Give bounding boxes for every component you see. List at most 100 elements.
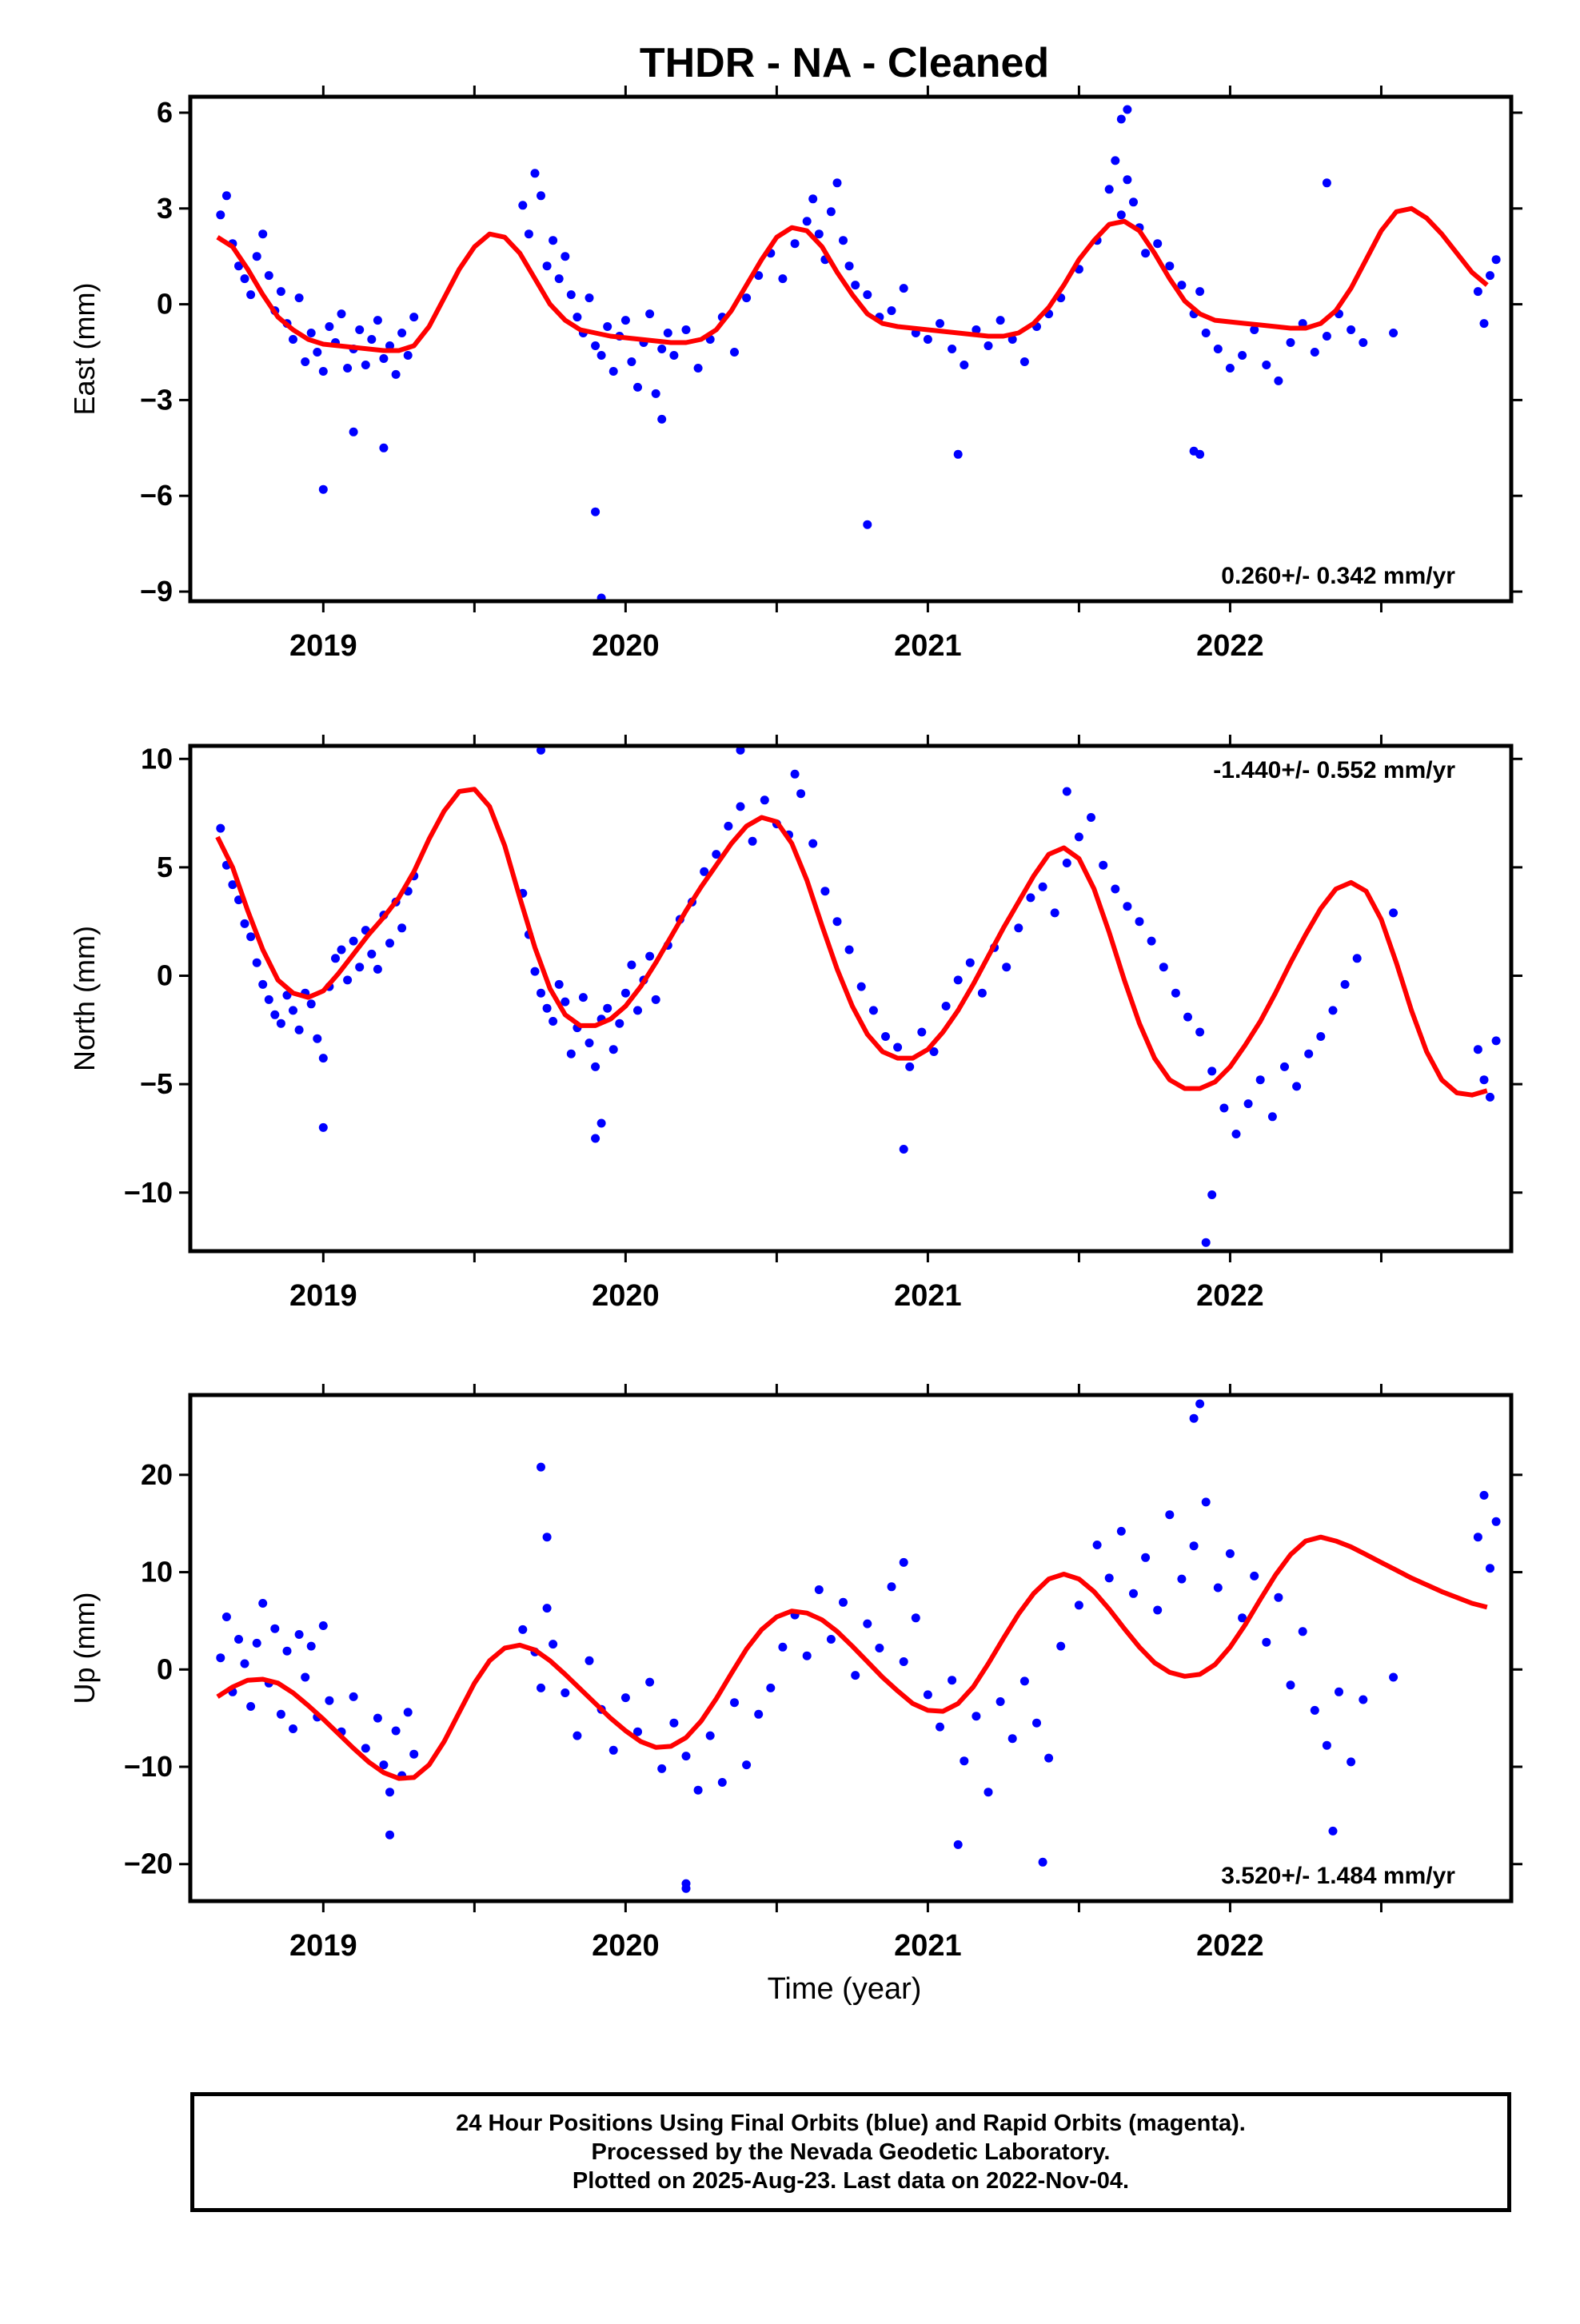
data-point — [627, 960, 636, 970]
data-point — [700, 867, 709, 876]
data-point — [868, 1006, 878, 1015]
data-point — [289, 335, 297, 344]
data-point — [814, 229, 824, 239]
data-point — [228, 880, 237, 890]
data-point — [1050, 908, 1059, 918]
data-point — [960, 361, 969, 369]
plot-frame — [188, 94, 1514, 604]
data-point — [403, 1708, 413, 1717]
figure-title: THDR - NA - Cleaned — [640, 40, 1049, 86]
data-point — [712, 850, 721, 859]
data-point — [923, 335, 932, 344]
data-point — [306, 329, 316, 337]
data-point — [736, 802, 745, 811]
data-point — [887, 1582, 896, 1592]
data-point — [1195, 1027, 1205, 1037]
data-point — [270, 1624, 280, 1633]
y-tick-label: 6 — [157, 96, 173, 129]
y-axis-label: Up (mm) — [68, 1593, 101, 1704]
data-point — [542, 1604, 552, 1613]
data-point — [1255, 1075, 1265, 1085]
data-point — [1007, 1734, 1017, 1744]
y-tick-label: −10 — [124, 1750, 173, 1783]
data-point — [318, 367, 328, 376]
data-point — [1316, 1032, 1326, 1041]
x-tick-label: 2019 — [289, 629, 357, 663]
data-point — [1267, 1112, 1277, 1122]
data-point — [742, 293, 752, 303]
data-point — [1473, 1533, 1482, 1542]
data-point — [1322, 332, 1331, 341]
data-point — [397, 329, 407, 337]
data-point — [1195, 287, 1205, 297]
data-point — [1116, 1526, 1126, 1536]
data-point — [1056, 1641, 1066, 1651]
data-point — [899, 284, 908, 293]
data-point — [524, 229, 533, 239]
footer-line-1: 24 Hour Positions Using Final Orbits (bl… — [456, 2111, 1246, 2136]
data-point — [313, 348, 322, 357]
data-point — [585, 1038, 594, 1048]
data-point — [578, 993, 588, 1003]
data-point — [911, 1613, 920, 1623]
data-point — [1014, 923, 1023, 933]
data-point — [669, 1718, 679, 1728]
data-point — [379, 354, 389, 363]
y-tick-label: 20 — [141, 1458, 173, 1491]
data-point — [530, 169, 540, 178]
data-point — [385, 341, 394, 350]
data-point — [844, 945, 854, 955]
data-point — [1074, 832, 1083, 842]
data-point — [1087, 813, 1095, 822]
data-point — [941, 1002, 951, 1011]
data-point — [953, 1840, 963, 1849]
data-point — [1347, 1757, 1356, 1767]
data-point — [1491, 1517, 1501, 1526]
rate-label: 0.260+/- 0.342 mm/yr — [1221, 563, 1455, 589]
data-point — [554, 274, 564, 284]
data-point — [591, 1134, 600, 1143]
y-tick-label: 0 — [157, 288, 173, 321]
x-tick-label: 2022 — [1196, 1279, 1264, 1313]
data-point — [1213, 345, 1223, 353]
data-point — [397, 923, 407, 933]
data-point — [246, 290, 256, 300]
data-point — [881, 1032, 890, 1041]
data-point — [1129, 1589, 1138, 1598]
data-point — [1062, 859, 1071, 867]
data-point — [1116, 114, 1126, 124]
data-point — [1262, 361, 1271, 369]
data-point — [1359, 338, 1368, 347]
footer-line-2: Processed by the Nevada Geodetic Laborat… — [591, 2139, 1111, 2165]
data-point — [923, 1690, 932, 1700]
data-point — [349, 1692, 358, 1701]
data-point — [778, 1642, 788, 1652]
data-point — [856, 982, 866, 991]
data-point — [633, 1727, 642, 1736]
data-point — [373, 964, 382, 974]
data-point — [585, 293, 594, 303]
plot-area — [216, 105, 1501, 601]
data-point — [318, 1621, 328, 1630]
data-point — [1479, 1490, 1489, 1500]
data-point — [887, 306, 896, 316]
data-point — [953, 449, 963, 459]
data-point — [657, 345, 667, 353]
data-point — [766, 1683, 776, 1692]
data-point — [948, 345, 957, 353]
data-point — [863, 290, 872, 300]
data-point — [851, 1671, 860, 1680]
data-point — [1238, 351, 1247, 360]
data-point — [264, 271, 273, 281]
data-point — [851, 281, 860, 290]
data-point — [1104, 1573, 1114, 1583]
data-point — [276, 1018, 285, 1028]
data-point — [972, 1712, 981, 1721]
data-point — [953, 975, 963, 985]
data-point — [808, 194, 818, 204]
data-point — [1250, 325, 1259, 334]
data-point — [844, 261, 854, 271]
data-point — [875, 1644, 884, 1652]
data-point — [1019, 357, 1029, 366]
x-tick-label: 2022 — [1196, 1929, 1264, 1963]
